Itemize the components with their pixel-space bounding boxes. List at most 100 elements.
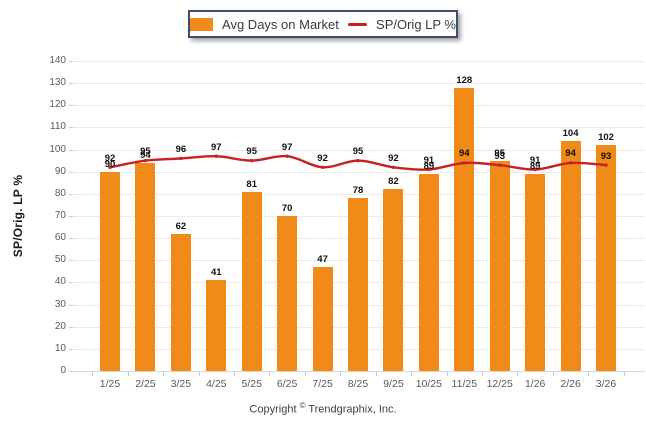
y-axis-tick xyxy=(69,326,73,328)
line-point-marker xyxy=(143,158,148,163)
line-value-label: 91 xyxy=(423,155,435,166)
bar-value-label: 41 xyxy=(210,267,222,279)
bar-value-label: 95 xyxy=(494,147,506,159)
x-axis-tick xyxy=(588,372,590,376)
line-value-label: 96 xyxy=(175,143,187,155)
y-tick-label: 0 xyxy=(60,365,66,376)
bar-value-label: 90 xyxy=(104,158,116,170)
bar-value-label: 81 xyxy=(246,178,258,190)
line-value-label: 92 xyxy=(317,152,328,164)
y-tick-label: 130 xyxy=(49,77,66,89)
line-value-label: 97 xyxy=(210,141,222,153)
x-axis-tick xyxy=(127,372,129,376)
line-point-marker xyxy=(498,163,502,167)
y-axis-tick xyxy=(69,348,73,350)
y-tick-label: 10 xyxy=(54,342,66,354)
gridline xyxy=(73,127,645,129)
line-value-label: 91 xyxy=(529,155,541,166)
y-axis-tick xyxy=(69,282,73,284)
line-point-marker xyxy=(391,165,396,169)
y-tick-label: 110 xyxy=(50,121,66,133)
bar-series-legend-label: Avg Days on Market xyxy=(222,16,339,32)
x-tick-label: 2/25 xyxy=(135,378,156,390)
x-axis-tick xyxy=(623,372,625,376)
bar-series-swatch xyxy=(190,17,214,31)
bar-value-label: 104 xyxy=(562,127,579,139)
bar-value-label: 82 xyxy=(388,176,399,188)
gridline xyxy=(73,171,645,173)
y-axis-tick xyxy=(69,304,73,306)
line-point-marker xyxy=(250,158,254,163)
bar-5/25 xyxy=(241,191,262,371)
line-point-marker xyxy=(356,158,360,163)
line-value-label: 95 xyxy=(352,146,364,158)
bar-1/26 xyxy=(525,173,546,371)
x-tick-label: 6/25 xyxy=(276,378,298,390)
gridline xyxy=(73,61,645,62)
x-axis-line xyxy=(73,371,645,372)
line-value-label: 95 xyxy=(246,146,258,158)
y-tick-label: 30 xyxy=(54,298,66,310)
y-axis-tick xyxy=(69,371,73,372)
bar-7/25 xyxy=(312,266,333,371)
line-value-label: 93 xyxy=(600,150,612,162)
bar-value-label: 89 xyxy=(529,160,541,172)
bar-value-label: 78 xyxy=(352,185,364,197)
y-tick-label: 20 xyxy=(54,320,66,332)
bar-10/25 xyxy=(418,173,439,371)
y-tick-label: 100 xyxy=(49,143,66,155)
bar-1/25 xyxy=(100,171,120,371)
gridline xyxy=(73,193,645,195)
line-point-marker xyxy=(179,156,183,161)
y-tick-label: 70 xyxy=(54,210,66,221)
bar-9/25 xyxy=(383,189,404,371)
line-value-label: 97 xyxy=(281,141,293,153)
line-series-legend-label: SP/Orig LP % xyxy=(376,16,456,32)
line-value-label: 95 xyxy=(140,146,151,158)
line-point-marker xyxy=(604,163,608,167)
line-point-marker xyxy=(533,167,537,172)
line-point-marker xyxy=(285,154,289,158)
x-axis-tick xyxy=(198,372,200,376)
x-tick-label: 10/25 xyxy=(415,378,442,390)
line-point-marker xyxy=(568,161,573,165)
bar-2/26 xyxy=(560,140,581,371)
y-axis-tick xyxy=(69,83,73,85)
copyright-text: Copyright © Trendgraphix, Inc. xyxy=(249,401,397,416)
y-axis-tick xyxy=(69,238,73,240)
x-axis-tick xyxy=(340,372,342,376)
x-axis-tick xyxy=(234,372,235,376)
x-tick-label: 4/25 xyxy=(206,378,227,390)
line-point-marker xyxy=(320,165,325,169)
line-value-label: 94 xyxy=(565,148,576,160)
y-axis-tick xyxy=(69,149,73,151)
y-axis-tick xyxy=(69,260,73,262)
bar-3/26 xyxy=(596,145,617,371)
line-point-marker xyxy=(108,165,112,169)
x-tick-label: 9/25 xyxy=(383,378,404,390)
x-axis-tick xyxy=(552,372,554,376)
x-tick-label: 12/25 xyxy=(486,378,513,390)
bar-value-label: 70 xyxy=(281,203,293,214)
line-point-marker xyxy=(427,167,431,172)
y-tick-label: 50 xyxy=(54,254,66,266)
bar-value-label: 128 xyxy=(456,74,473,86)
x-axis-tick xyxy=(304,372,306,376)
bar-12/25 xyxy=(489,160,510,371)
y-tick-label: 60 xyxy=(54,232,66,244)
x-axis-tick xyxy=(446,372,448,376)
x-axis-tick xyxy=(92,372,94,376)
bar-value-label: 89 xyxy=(423,160,435,172)
y-axis-tick xyxy=(69,127,73,129)
y-axis-tick xyxy=(69,216,73,217)
x-axis-tick xyxy=(375,372,377,376)
y-axis-tick xyxy=(69,61,73,62)
x-axis-tick xyxy=(163,372,165,376)
bar-4/25 xyxy=(206,280,227,371)
x-tick-label: 1/26 xyxy=(524,378,546,390)
gridline xyxy=(73,83,645,85)
y-tick-label: 90 xyxy=(54,165,66,177)
x-axis-tick xyxy=(517,372,519,376)
chart-legend: Avg Days on Market SP/Orig LP % xyxy=(188,10,458,38)
line-value-label: 92 xyxy=(104,152,116,164)
